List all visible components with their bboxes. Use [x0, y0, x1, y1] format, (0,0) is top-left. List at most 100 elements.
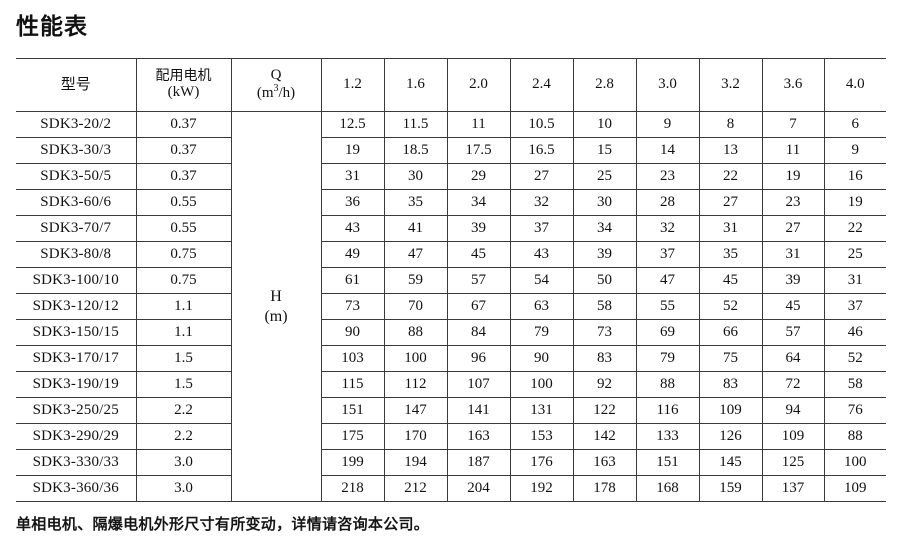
- cell-head-value: 58: [823, 371, 886, 398]
- cell-head-value: 37: [635, 241, 699, 268]
- cell-head-value: 19: [320, 137, 384, 164]
- table-row: SDK3-290/29 2.2 175 170 163 153 142 133 …: [16, 423, 886, 450]
- cell-model: SDK3-50/5: [16, 163, 136, 190]
- cell-head-value: 96: [446, 345, 510, 372]
- flow-unit-superscript: 3: [273, 83, 279, 94]
- cell-head-value: 55: [635, 293, 699, 320]
- table-row: SDK3-70/7 0.55 43 41 39 37 34 32 31 27 2…: [16, 215, 886, 242]
- cell-power: 0.37: [135, 111, 231, 138]
- header-flow-col-1: 1.6: [383, 58, 447, 112]
- cell-head-value: 54: [509, 267, 573, 294]
- flow-unit-suffix: /h): [278, 85, 296, 101]
- cell-head-value: 17.5: [446, 137, 510, 164]
- cell-head-value: 64: [761, 345, 824, 372]
- cell-head-value: 63: [509, 293, 573, 320]
- cell-power: 1.1: [135, 319, 231, 346]
- cell-power: 0.37: [135, 137, 231, 164]
- cell-power: 1.5: [135, 345, 231, 372]
- table-header-row: 型号 配用电机 (kW) Q (m3/h) 1.2 1.6 2.0 2.4 2.…: [16, 58, 886, 112]
- cell-head-value: 19: [823, 189, 886, 216]
- cell-head-value: 41: [383, 215, 447, 242]
- table-row: SDK3-170/17 1.5 103 100 96 90 83 79 75 6…: [16, 345, 886, 372]
- page-title: 性能表: [16, 14, 88, 40]
- cell-head-value: 32: [509, 189, 573, 216]
- cell-model: SDK3-60/6: [16, 189, 136, 216]
- cell-head-value: 31: [698, 215, 762, 242]
- cell-head-value: 45: [698, 267, 762, 294]
- table-row: SDK3-150/15 1.1 90 88 84 79 73 69 66 57 …: [16, 319, 886, 346]
- cell-head-value: 145: [698, 449, 762, 476]
- table-row: SDK3-50/5 0.37 31 30 29 27 25 23 22 19 1…: [16, 163, 886, 190]
- cell-head-value: 90: [320, 319, 384, 346]
- cell-head-value: 47: [383, 241, 447, 268]
- cell-head-value: 115: [320, 371, 384, 398]
- cell-head-value: 39: [761, 267, 824, 294]
- cell-head-value: 151: [320, 397, 384, 424]
- head-unit: (m): [264, 307, 288, 325]
- cell-head-value: 187: [446, 449, 510, 476]
- cell-head-value: 109: [761, 423, 824, 450]
- cell-head-value: 109: [823, 475, 886, 502]
- cell-head-value: 52: [823, 345, 886, 372]
- cell-head-value: 75: [698, 345, 762, 372]
- cell-head-label: H (m): [230, 111, 321, 502]
- cell-power: 2.2: [135, 423, 231, 450]
- cell-head-value: 25: [823, 241, 886, 268]
- cell-head-value: 11: [761, 137, 824, 164]
- cell-head-value: 35: [383, 189, 447, 216]
- cell-head-value: 58: [572, 293, 636, 320]
- cell-head-value: 125: [761, 449, 824, 476]
- head-symbol: H: [270, 288, 282, 306]
- cell-head-value: 23: [635, 163, 699, 190]
- cell-head-value: 15: [572, 137, 636, 164]
- cell-head-value: 141: [446, 397, 510, 424]
- cell-head-value: 13: [698, 137, 762, 164]
- cell-head-value: 163: [446, 423, 510, 450]
- cell-model: SDK3-360/36: [16, 475, 136, 502]
- cell-head-value: 100: [509, 371, 573, 398]
- header-flow-col-8: 4.0: [823, 58, 886, 112]
- cell-head-value: 23: [761, 189, 824, 216]
- cell-head-value: 88: [823, 423, 886, 450]
- cell-power: 1.1: [135, 293, 231, 320]
- cell-head-value: 90: [509, 345, 573, 372]
- cell-head-value: 28: [635, 189, 699, 216]
- cell-model: SDK3-290/29: [16, 423, 136, 450]
- cell-head-value: 50: [572, 267, 636, 294]
- cell-head-value: 218: [320, 475, 384, 502]
- cell-power: 0.55: [135, 189, 231, 216]
- cell-head-value: 49: [320, 241, 384, 268]
- cell-head-value: 61: [320, 267, 384, 294]
- cell-head-value: 151: [635, 449, 699, 476]
- cell-head-value: 116: [635, 397, 699, 424]
- cell-head-value: 170: [383, 423, 447, 450]
- header-flow-col-5: 3.0: [635, 58, 699, 112]
- cell-head-value: 122: [572, 397, 636, 424]
- cell-head-value: 25: [572, 163, 636, 190]
- cell-head-value: 37: [509, 215, 573, 242]
- cell-head-value: 6: [823, 111, 886, 138]
- cell-head-value: 29: [446, 163, 510, 190]
- cell-head-value: 31: [320, 163, 384, 190]
- cell-head-value: 10.5: [509, 111, 573, 138]
- cell-head-value: 70: [383, 293, 447, 320]
- header-flow-rate-symbol: Q: [270, 67, 282, 84]
- cell-head-value: 16: [823, 163, 886, 190]
- cell-head-value: 204: [446, 475, 510, 502]
- performance-table: 型号 配用电机 (kW) Q (m3/h) 1.2 1.6 2.0 2.4 2.…: [16, 58, 886, 502]
- cell-head-value: 76: [823, 397, 886, 424]
- cell-power: 1.5: [135, 371, 231, 398]
- header-flow-col-7: 3.6: [761, 58, 824, 112]
- cell-head-value: 11: [446, 111, 510, 138]
- cell-head-value: 30: [383, 163, 447, 190]
- header-motor-power: 配用电机 (kW): [135, 58, 231, 112]
- cell-head-value: 175: [320, 423, 384, 450]
- cell-head-value: 27: [761, 215, 824, 242]
- cell-head-value: 36: [320, 189, 384, 216]
- cell-head-value: 12.5: [320, 111, 384, 138]
- cell-head-value: 27: [509, 163, 573, 190]
- table-row: SDK3-20/2 0.37 H (m) 12.5 11.5 11 10.5 1…: [16, 111, 886, 502]
- cell-head-value: 88: [383, 319, 447, 346]
- cell-head-value: 8: [698, 111, 762, 138]
- cell-head-value: 39: [446, 215, 510, 242]
